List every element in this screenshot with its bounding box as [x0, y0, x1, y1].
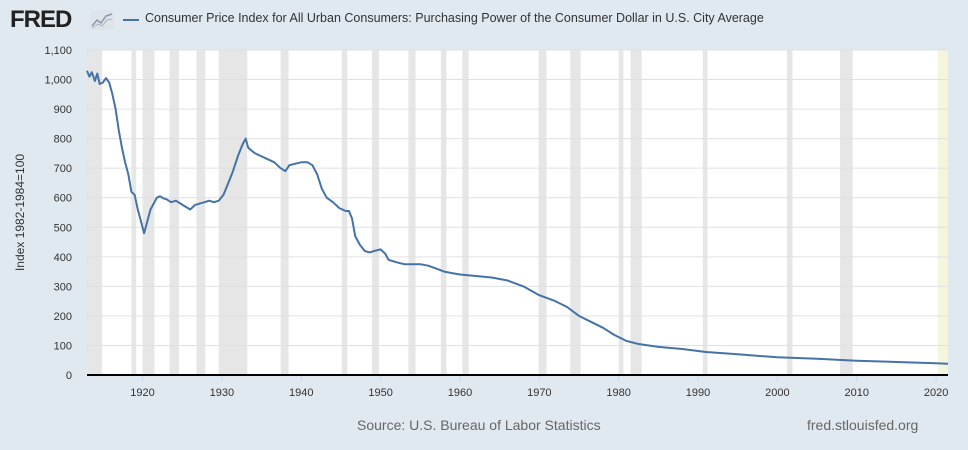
y-tick-label: 200	[54, 311, 72, 323]
y-axis-title: Index 1982-1984=100	[13, 154, 27, 271]
recession-bands	[87, 50, 948, 375]
y-tick-label: 1,100	[44, 45, 72, 57]
recession-band	[538, 50, 547, 375]
recent-band	[937, 50, 948, 375]
y-tick-label: 400	[54, 252, 72, 264]
source-note[interactable]: Source: U.S. Bureau of Labor Statistics	[357, 417, 601, 433]
series-line[interactable]	[86, 70, 949, 365]
y-tick-label: 600	[54, 193, 72, 205]
x-tick-label: 1970	[527, 387, 551, 399]
x-tick-label: 1990	[686, 387, 710, 399]
recession-band	[618, 50, 624, 375]
y-tick-label: 100	[54, 340, 72, 352]
x-tick-label: 1950	[368, 387, 392, 399]
recession-band	[280, 50, 289, 375]
recession-band	[371, 50, 380, 375]
recession-band	[440, 50, 447, 375]
series-title[interactable]: Consumer Price Index for All Urban Consu…	[145, 11, 764, 25]
recession-band	[840, 50, 853, 375]
y-tick-label: 0	[66, 370, 72, 382]
x-tick-label: 1980	[606, 387, 630, 399]
recession-band	[169, 50, 180, 375]
legend-swatch	[123, 19, 139, 21]
x-tick-label: 1920	[130, 387, 154, 399]
gridlines	[87, 49, 948, 346]
x-tick-label: 2010	[844, 387, 868, 399]
recession-band	[570, 50, 581, 375]
x-axis: 1920 1930 1940 1950 1960 1970 1980 1990 2000 2010…	[130, 375, 948, 399]
x-tick-label: 1930	[210, 387, 234, 399]
recession-band	[408, 50, 416, 375]
y-tick-label: 500	[54, 222, 72, 234]
chart-header: FRED Consumer Price Index for All Urban …	[0, 0, 968, 36]
y-axis: 0 100 200 300 400 500 600 700 800 900 1,000 1,100	[44, 45, 72, 382]
plot-area	[87, 50, 948, 375]
recession-band	[196, 50, 206, 375]
site-link[interactable]: fred.stlouisfed.org	[807, 417, 919, 433]
graph-icon	[90, 10, 114, 30]
recession-band	[341, 50, 348, 375]
recession-band	[786, 50, 793, 375]
y-tick-label: 1,000	[44, 75, 72, 87]
x-tick-label: 1940	[289, 387, 313, 399]
recession-band	[131, 50, 137, 375]
recession-band	[702, 50, 708, 375]
y-tick-label: 300	[54, 281, 72, 293]
x-tick-label: 2000	[765, 387, 789, 399]
recession-band	[218, 50, 248, 375]
recession-band	[630, 50, 642, 375]
recession-band	[87, 50, 103, 375]
y-tick-label: 900	[54, 104, 72, 116]
x-tick-label: 2020	[924, 387, 948, 399]
fred-logo[interactable]: FRED	[10, 6, 72, 33]
x-tick-label: 1960	[448, 387, 472, 399]
y-tick-label: 700	[54, 163, 72, 175]
y-tick-label: 800	[54, 134, 72, 146]
recession-band	[142, 50, 155, 375]
recession-band	[462, 50, 469, 375]
